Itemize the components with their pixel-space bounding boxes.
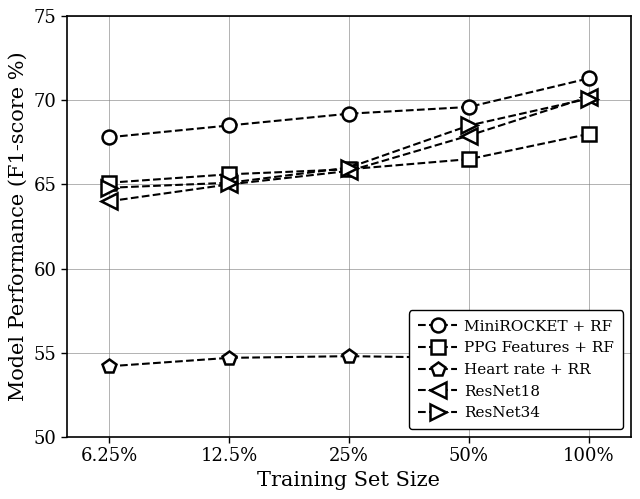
Line: ResNet34: ResNet34: [101, 91, 596, 196]
MiniROCKET + RF: [105, 134, 113, 140]
Line: Heart rate + RR: Heart rate + RR: [102, 349, 596, 373]
PPG Features + RF: [465, 156, 473, 162]
ResNet34: [585, 95, 593, 101]
ResNet18: [225, 182, 233, 188]
Line: ResNet18: ResNet18: [101, 89, 596, 209]
Heart rate + RR: [585, 355, 593, 361]
MiniROCKET + RF: [465, 104, 473, 110]
PPG Features + RF: [585, 131, 593, 137]
Line: PPG Features + RF: PPG Features + RF: [102, 127, 596, 190]
ResNet34: [345, 165, 353, 171]
Heart rate + RR: [465, 355, 473, 361]
MiniROCKET + RF: [585, 75, 593, 81]
PPG Features + RF: [225, 171, 233, 177]
PPG Features + RF: [105, 180, 113, 186]
ResNet34: [105, 185, 113, 191]
Heart rate + RR: [345, 353, 353, 359]
PPG Features + RF: [345, 166, 353, 172]
ResNet18: [345, 168, 353, 174]
ResNet34: [465, 122, 473, 128]
Heart rate + RR: [105, 363, 113, 369]
Line: MiniROCKET + RF: MiniROCKET + RF: [102, 71, 596, 144]
Heart rate + RR: [225, 355, 233, 361]
MiniROCKET + RF: [345, 111, 353, 117]
ResNet18: [585, 94, 593, 100]
Y-axis label: Model Performance (F1-score %): Model Performance (F1-score %): [9, 52, 28, 401]
ResNet34: [225, 180, 233, 186]
MiniROCKET + RF: [225, 122, 233, 128]
ResNet18: [105, 198, 113, 204]
X-axis label: Training Set Size: Training Set Size: [257, 471, 440, 490]
Legend: MiniROCKET + RF, PPG Features + RF, Heart rate + RR, ResNet18, ResNet34: MiniROCKET + RF, PPG Features + RF, Hear…: [410, 310, 623, 429]
ResNet18: [465, 133, 473, 139]
